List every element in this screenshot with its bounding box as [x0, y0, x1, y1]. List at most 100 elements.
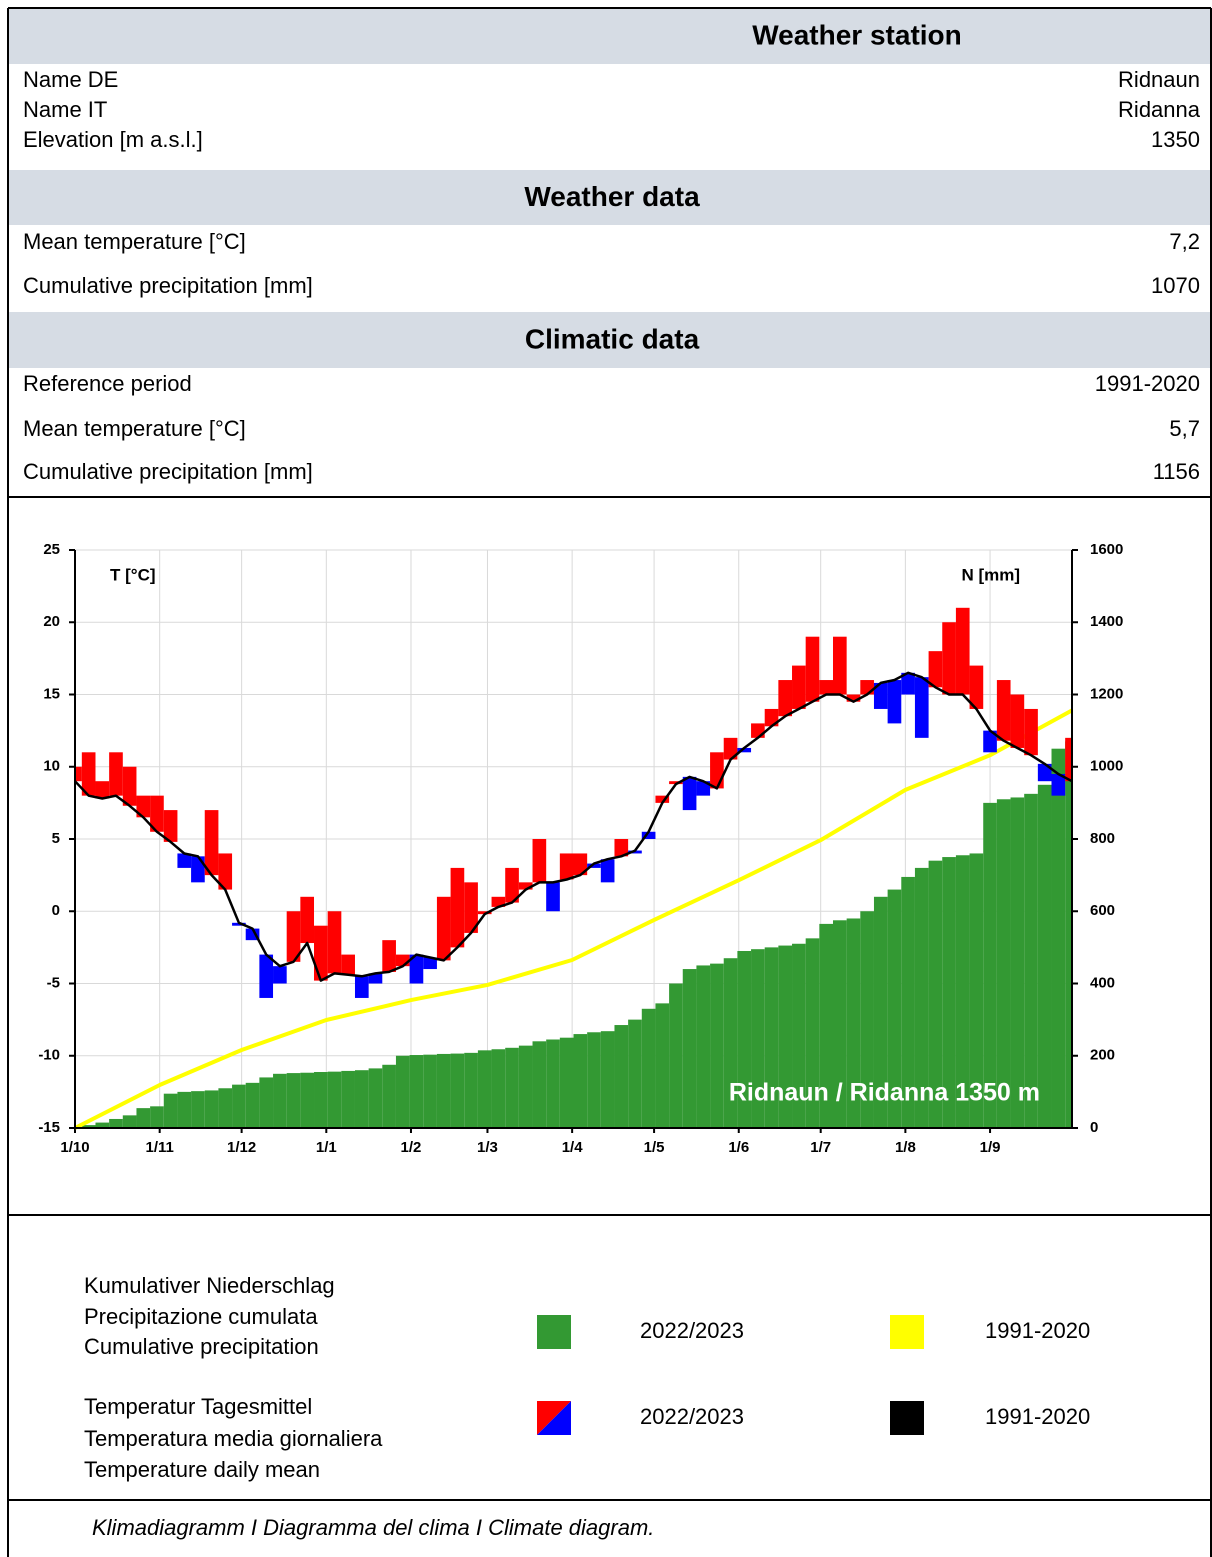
x-tick-label: 1/7: [810, 1139, 831, 1156]
y2-tick-label: 1600: [1090, 541, 1123, 558]
legend-label: 2022/2023: [640, 1318, 744, 1343]
x-tick-label: 1/9: [980, 1139, 1001, 1156]
legend-swatch: [537, 1315, 571, 1349]
y-tick-label: 0: [52, 902, 60, 919]
y-tick-label: 20: [43, 613, 60, 630]
temp-deviation: [559, 853, 574, 880]
precip-area: [901, 876, 915, 1128]
precip-area: [368, 1068, 383, 1128]
precip-area: [505, 1047, 519, 1128]
x-tick-label: 1/5: [644, 1139, 665, 1156]
temp-deviation: [1024, 708, 1038, 756]
legend-text: Temperatura media giornaliera: [84, 1426, 383, 1451]
row-label: Cumulative precipitation [mm]: [23, 273, 313, 298]
precip-area: [136, 1108, 151, 1128]
temp-deviation: [300, 896, 315, 944]
precip-area: [696, 965, 711, 1128]
temp-deviation: [450, 867, 465, 948]
precip-line: [74, 708, 1073, 1130]
y2-axis-label: N [mm]: [961, 565, 1020, 584]
precip-area: [628, 1019, 642, 1128]
precip-area: [587, 1032, 601, 1128]
precip-area: [873, 896, 888, 1128]
row-value: 5,7: [1169, 416, 1200, 441]
temp-deviation: [614, 839, 629, 857]
precip-area: [669, 983, 683, 1128]
x-tick-label: 1/6: [728, 1139, 749, 1156]
precip-area: [600, 1031, 615, 1128]
precip-area: [805, 938, 820, 1128]
precip-area: [436, 1053, 451, 1128]
precip-area: [955, 855, 970, 1128]
precip-area: [382, 1064, 396, 1128]
x-tick-label: 1/8: [895, 1139, 916, 1156]
precip-area: [259, 1077, 274, 1128]
temp-deviation: [751, 723, 765, 738]
section-header-bg: [9, 8, 1211, 64]
precip-area: [191, 1091, 205, 1128]
precip-area: [641, 1008, 656, 1128]
temp-deviation: [1065, 737, 1072, 782]
precip-area: [723, 958, 738, 1128]
precip-area: [860, 911, 874, 1128]
legend-text: Temperatur Tagesmittel: [84, 1394, 312, 1419]
precip-area: [464, 1052, 478, 1128]
temp-deviation: [218, 853, 233, 890]
temp-deviation: [573, 853, 588, 876]
temp-deviation: [983, 730, 997, 753]
precip-area: [395, 1055, 410, 1128]
precip-area: [573, 1034, 588, 1128]
temp-deviation: [737, 747, 752, 753]
row-label: Name IT: [23, 97, 107, 122]
x-tick-label: 1/1: [316, 1139, 337, 1156]
x-tick-label: 1/12: [227, 1139, 256, 1156]
x-tick-label: 1/10: [60, 1139, 89, 1156]
temp-deviation: [136, 795, 151, 818]
y-axis-label: T [°C]: [110, 565, 156, 584]
row-value: 1156: [1153, 459, 1200, 484]
temp-deviation: [505, 867, 519, 903]
precip-area: [491, 1049, 506, 1128]
precip-area: [682, 969, 697, 1128]
row-value: 1350: [1151, 127, 1200, 152]
temp-deviation: [532, 839, 547, 883]
row-value: 7,2: [1169, 229, 1200, 254]
precip-area: [95, 1122, 110, 1128]
section-title: Weather data: [524, 181, 700, 212]
legend-label: 2022/2023: [640, 1404, 744, 1429]
precip-area: [983, 802, 997, 1128]
temp-deviation: [723, 737, 738, 760]
precip-area: [614, 1025, 629, 1128]
y2-tick-label: 200: [1090, 1047, 1115, 1064]
temp-deviation: [587, 863, 601, 868]
precip-area: [710, 963, 724, 1128]
temp-deviation: [354, 976, 369, 998]
precip-area: [218, 1088, 233, 1128]
y2-tick-label: 600: [1090, 902, 1115, 919]
temp-deviation: [518, 882, 533, 890]
y2-tick-label: 1200: [1090, 685, 1123, 702]
temp-deviation: [259, 954, 274, 998]
temp-deviation: [436, 896, 451, 961]
precip-area: [751, 949, 765, 1128]
temp-deviation: [1010, 694, 1025, 748]
precip-area: [286, 1073, 301, 1128]
temp-deviation: [491, 896, 506, 907]
temp-deviation: [546, 882, 560, 912]
precip-area: [81, 1125, 96, 1128]
y2-tick-label: 0: [1090, 1119, 1098, 1136]
precip-area: [819, 923, 833, 1128]
precip-area: [232, 1084, 246, 1128]
legend-text: Kumulativer Niederschlag: [84, 1273, 335, 1298]
temp-deviation: [95, 781, 110, 799]
caption: Klimadiagramm I Diagramma del clima I Cl…: [92, 1515, 654, 1540]
section-header-bg: [9, 170, 1211, 225]
y2-tick-label: 400: [1090, 974, 1115, 991]
temp-deviation: [914, 677, 929, 738]
row-value: Ridnaun: [1118, 67, 1200, 92]
precip-area: [737, 950, 752, 1128]
section-header-bg: [9, 312, 1211, 368]
precip-area: [273, 1073, 287, 1128]
precip-area: [122, 1115, 137, 1128]
